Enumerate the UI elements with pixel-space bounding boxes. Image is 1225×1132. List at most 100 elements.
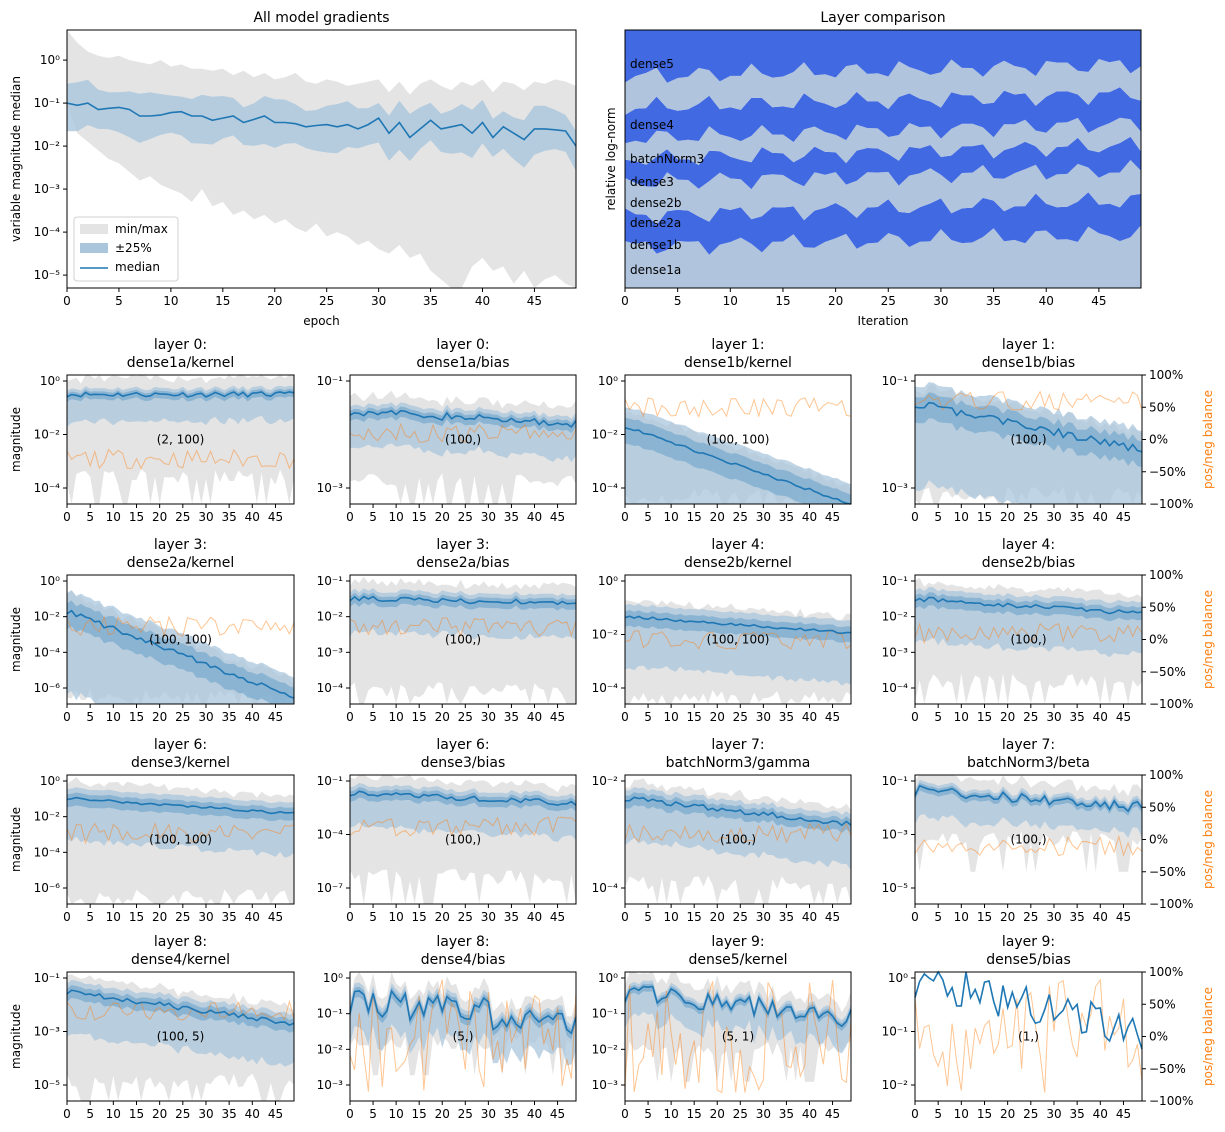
y-tick-label: 10⁰ xyxy=(40,774,60,788)
panel-title: batchNorm3/beta xyxy=(967,755,1090,771)
y-tick-label: 10⁻² xyxy=(592,428,619,442)
x-tick-label: 20 xyxy=(710,510,725,524)
balance-line xyxy=(66,615,295,638)
y-tick-label: 10⁻² xyxy=(592,1042,619,1056)
layer-band-dense3 xyxy=(625,117,1141,166)
x-tick-label: 45 xyxy=(550,710,565,724)
x-tick-label: 40 xyxy=(1093,1107,1108,1121)
y-tick-label: 10⁰ xyxy=(598,971,618,985)
right-tick-label: −50% xyxy=(1149,865,1186,879)
median-line xyxy=(349,790,577,806)
x-tick-label: 10 xyxy=(954,510,969,524)
x-tick-label: 30 xyxy=(481,710,496,724)
right-axis-label: pos/neg balance xyxy=(1201,390,1215,489)
y-tick-label: 10⁻³ xyxy=(882,828,909,842)
x-tick-label: 10 xyxy=(106,710,121,724)
panel-frame xyxy=(624,774,852,905)
x-tick-label: 45 xyxy=(1091,294,1106,308)
x-tick-label: 40 xyxy=(802,910,817,924)
quartile-band-inner xyxy=(625,417,851,504)
panel-title: dense2a/bias xyxy=(416,555,509,571)
y-tick-label: 10⁻² xyxy=(34,139,61,153)
x-tick-label: 40 xyxy=(802,1107,817,1121)
legend-entry: median xyxy=(115,260,160,274)
x-tick-label: 45 xyxy=(550,1107,565,1121)
x-tick-label: 40 xyxy=(1039,294,1054,308)
layer-band-dense1a xyxy=(625,225,1141,288)
x-tick-label: 30 xyxy=(1046,710,1061,724)
panel-title: dense5/kernel xyxy=(688,952,787,968)
shape-label: (100, 100) xyxy=(149,633,212,647)
x-tick-label: 45 xyxy=(550,510,565,524)
x-tick-label: 35 xyxy=(222,910,237,924)
y-tick-label: 10⁻¹ xyxy=(882,1025,909,1039)
median-line xyxy=(66,102,577,147)
y-tick-label: 10⁻⁴ xyxy=(317,828,344,842)
balance-line xyxy=(66,999,295,1021)
x-tick-label: 20 xyxy=(152,510,167,524)
x-tick-label: 45 xyxy=(1116,510,1131,524)
panel-dense2a-kernel: layer 3: dense2a/kernel (100, 100) 0 5 10 15 20… xyxy=(9,537,295,724)
panel-dense2b-kernel: layer 4: dense2b/kernel (100, 100) 0 5 10 15 20… xyxy=(592,537,852,724)
x-tick-label: 15 xyxy=(129,710,144,724)
x-tick-label: 10 xyxy=(388,1107,403,1121)
x-tick-label: 5 xyxy=(934,1107,942,1121)
x-tick-label: 30 xyxy=(371,294,386,308)
panel-frame xyxy=(624,971,852,1102)
x-tick-label: 0 xyxy=(911,710,919,724)
x-tick-label: 35 xyxy=(222,710,237,724)
median-line xyxy=(349,989,577,1035)
x-tick-label: 40 xyxy=(245,710,260,724)
y-tick-label: 10⁻¹ xyxy=(34,96,61,110)
median-line xyxy=(66,989,295,1026)
y-tick-label: 10⁻³ xyxy=(592,1078,619,1092)
right-tick-label: 50% xyxy=(1149,800,1176,814)
right-tick-label: −100% xyxy=(1149,497,1193,511)
x-tick-label: 0 xyxy=(346,510,354,524)
panel-layer-label: layer 4: xyxy=(711,537,764,553)
panel-layer-label: layer 9: xyxy=(711,934,764,950)
y-tick-label: 10⁻¹ xyxy=(882,774,909,788)
x-tick-label: 25 xyxy=(319,294,334,308)
x-tick-label: 15 xyxy=(775,294,790,308)
x-tick-label: 25 xyxy=(1023,710,1038,724)
x-tick-label: 15 xyxy=(977,710,992,724)
x-tick-label: 15 xyxy=(977,1107,992,1121)
y-tick-label: 10⁰ xyxy=(40,53,60,67)
right-tick-label: 0% xyxy=(1149,433,1168,447)
x-tick-label: 25 xyxy=(458,910,473,924)
balance-line xyxy=(349,617,577,638)
panel-layer-label: layer 7: xyxy=(1002,737,1055,753)
panel-frame xyxy=(66,574,295,705)
layer-band-dense5 xyxy=(625,30,1141,83)
panel-frame xyxy=(66,971,295,1102)
panel-dense4-bias: layer 8: dense4/bias (5,) 0 5 10 15 20 25 30 35 40 4… xyxy=(317,934,577,1121)
x-tick-label: 0 xyxy=(911,510,919,524)
y-tick-label: 10⁻⁴ xyxy=(592,881,619,895)
shape-label: (100,) xyxy=(1010,833,1046,847)
layer-label: dense1b xyxy=(630,238,682,252)
x-tick-label: 5 xyxy=(369,910,377,924)
x-tick-label: 5 xyxy=(369,1107,377,1121)
panel-dense4-kernel: layer 8: dense4/kernel (100, 5) 0 5 10 15 20 25 3… xyxy=(9,934,295,1121)
x-tick-label: 15 xyxy=(412,510,427,524)
y-tick-label: 10⁻⁴ xyxy=(34,645,61,659)
right-tick-label: 100% xyxy=(1149,965,1183,979)
x-tick-label: 5 xyxy=(369,510,377,524)
chart-title: All model gradients xyxy=(253,10,389,26)
shape-label: (100,) xyxy=(720,833,756,847)
plot-frame xyxy=(624,29,1142,289)
balance-line xyxy=(624,629,852,650)
x-tick-label: 15 xyxy=(687,1107,702,1121)
y-tick-label: 10⁻² xyxy=(592,774,619,788)
x-tick-label: 45 xyxy=(268,510,283,524)
x-tick-label: 45 xyxy=(268,910,283,924)
x-tick-label: 30 xyxy=(198,710,213,724)
right-tick-label: 50% xyxy=(1149,400,1176,414)
panel-frame xyxy=(624,374,852,505)
x-tick-label: 5 xyxy=(369,710,377,724)
plot-frame xyxy=(66,29,577,289)
x-tick-label: 10 xyxy=(663,510,678,524)
y-tick-label: 10⁻² xyxy=(882,1078,909,1092)
quartile-band-inner xyxy=(350,592,576,611)
